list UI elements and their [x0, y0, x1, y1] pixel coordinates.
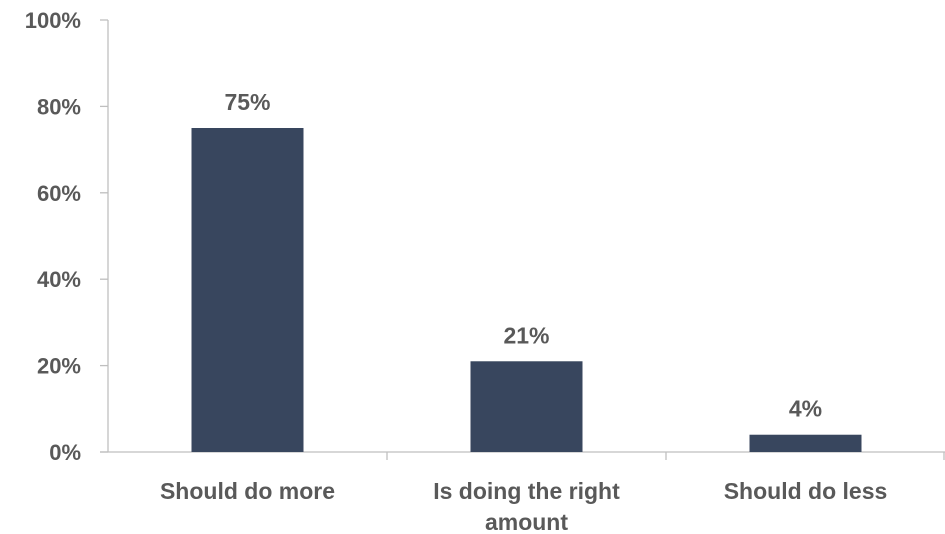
- x-category-label-line: Should do less: [724, 478, 888, 504]
- x-category-label-line: amount: [485, 509, 568, 534]
- bar: [749, 434, 862, 452]
- x-axis: Should do more Is doing the right amount Sh…: [100, 451, 945, 534]
- y-tick-label: 100%: [25, 8, 81, 33]
- bars: [191, 128, 862, 452]
- data-label: 4%: [789, 396, 822, 422]
- y-tick-label: 0%: [49, 440, 81, 465]
- x-category-label-line: Is doing the right: [433, 478, 620, 504]
- data-label: 75%: [224, 89, 270, 115]
- y-axis: 0% 20% 40% 60% 80% 100%: [25, 8, 109, 465]
- x-category-label: Should do more: [160, 478, 335, 504]
- bar: [470, 361, 583, 452]
- x-category-label: Should do less: [724, 478, 888, 504]
- y-tick-label: 20%: [37, 354, 81, 379]
- y-tick-label: 60%: [37, 181, 81, 206]
- x-category-label: Is doing the right amount: [433, 478, 620, 534]
- y-tick-label: 80%: [37, 94, 81, 119]
- data-label: 21%: [503, 322, 549, 348]
- x-category-label-line: Should do more: [160, 478, 335, 504]
- y-tick-label: 40%: [37, 267, 81, 292]
- bar: [191, 128, 304, 452]
- data-labels: 75% 21% 4%: [224, 89, 822, 422]
